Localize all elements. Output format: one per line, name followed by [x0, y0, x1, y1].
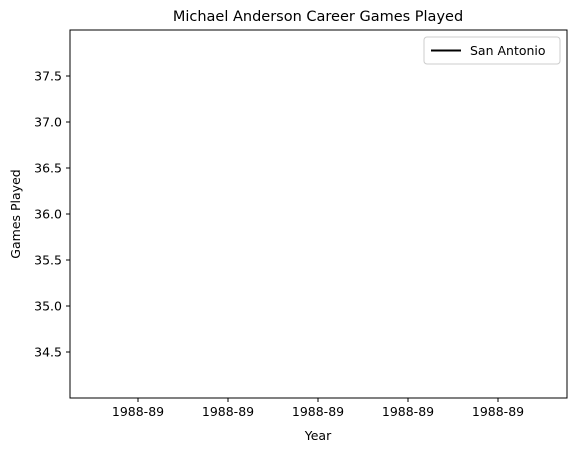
y-tick-label: 35.5 — [34, 253, 62, 268]
legend-label-san-antonio: San Antonio — [470, 43, 546, 58]
y-axis-ticks: 34.5 35.0 35.5 36.0 36.5 37.0 37.5 — [34, 69, 70, 360]
x-tick-label: 1988-89 — [202, 404, 254, 419]
y-tick-label: 37.5 — [34, 69, 62, 84]
x-axis-ticks: 1988-89 1988-89 1988-89 1988-89 1988-89 — [112, 398, 524, 419]
y-tick-label: 35.0 — [34, 299, 62, 314]
y-axis-label: Games Played — [8, 169, 23, 258]
x-tick-label: 1988-89 — [112, 404, 164, 419]
x-tick-label: 1988-89 — [472, 404, 524, 419]
x-axis-label: Year — [304, 428, 332, 443]
x-tick-label: 1988-89 — [292, 404, 344, 419]
y-tick-label: 34.5 — [34, 345, 62, 360]
legend-box — [423, 36, 561, 65]
chart-title: Michael Anderson Career Games Played — [173, 9, 463, 25]
legend: San Antonio — [423, 36, 561, 65]
y-tick-label: 37.0 — [34, 115, 62, 130]
y-tick-label: 36.0 — [34, 207, 62, 222]
y-tick-label: 36.5 — [34, 161, 62, 176]
x-tick-label: 1988-89 — [382, 404, 434, 419]
plot-area-frame — [69, 29, 568, 399]
